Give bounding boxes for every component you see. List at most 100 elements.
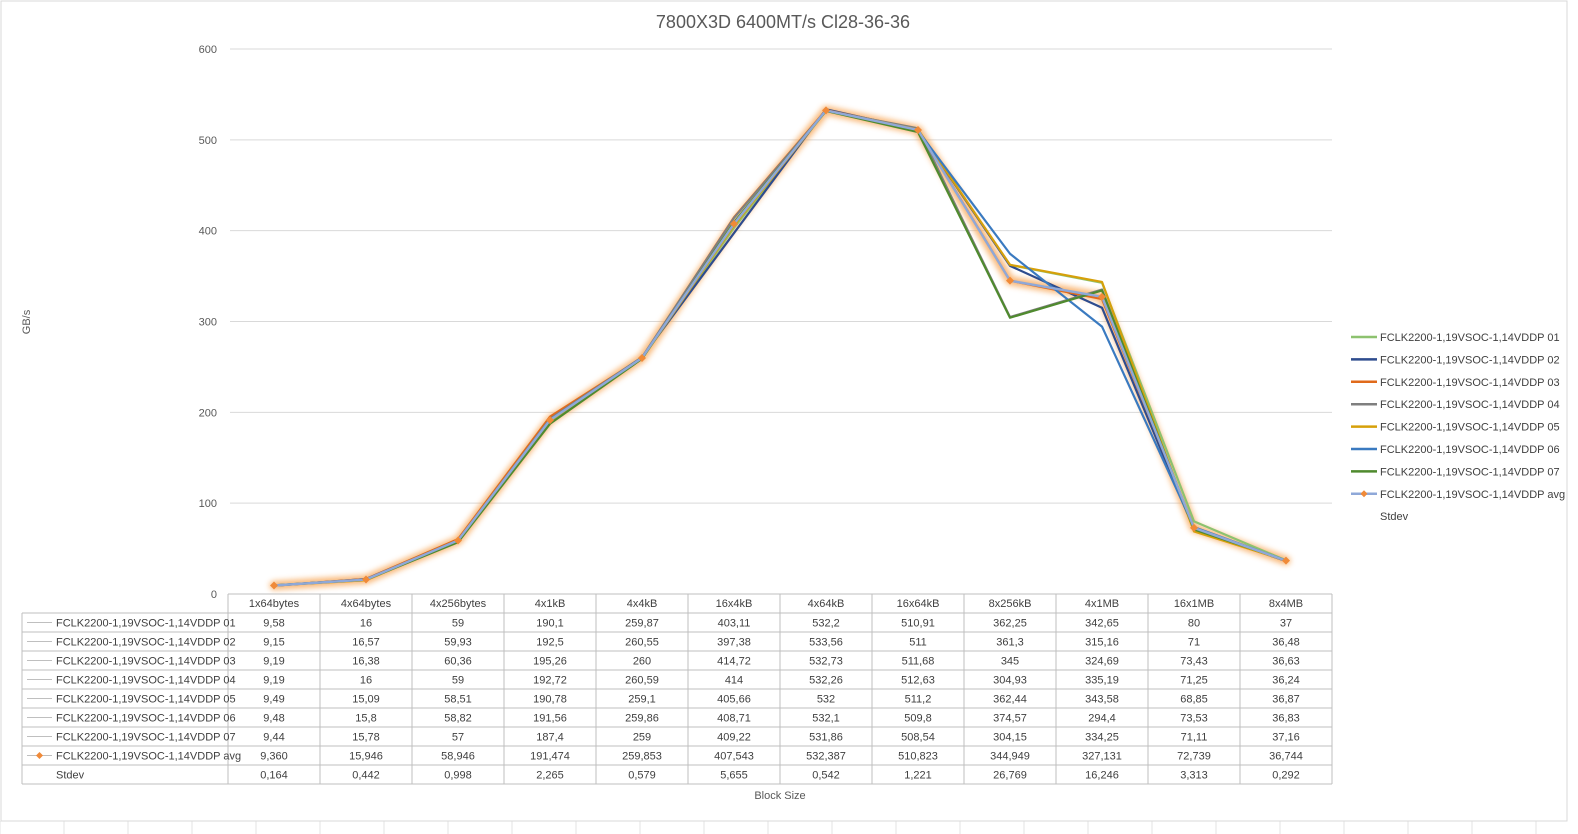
table-cell: 16,57 (352, 637, 380, 649)
table-cell: 57 (452, 732, 464, 744)
table-cell: 334,25 (1085, 732, 1119, 744)
legend: FCLK2200-1,19VSOC-1,14VDDP 01 FCLK2200-1,… (1351, 332, 1565, 523)
table-cell: 361,3 (996, 637, 1024, 649)
table-cell: 532,73 (809, 656, 843, 668)
table-cell: 36,87 (1272, 694, 1300, 706)
table-cell: 71 (1188, 637, 1200, 649)
data-table: 1x64bytes 4x64bytes 4x256bytes 4x1kB 4x4kB 16… (21, 593, 1333, 785)
table-cell: 26,769 (993, 770, 1027, 782)
table-cell: 15,946 (349, 751, 383, 763)
table-cell: 59,93 (444, 637, 472, 649)
table-series-name: FCLK2200-1,19VSOC-1,14VDDP 01 (56, 618, 236, 630)
table-cell: 304,15 (993, 732, 1027, 744)
table-cell: 512,63 (901, 675, 935, 687)
table-cell: 414 (725, 675, 743, 687)
table-cell: 9,15 (263, 637, 284, 649)
table-cell: 532,387 (806, 751, 846, 763)
y-tick-label: 100 (199, 498, 217, 510)
table-cell: 190,1 (536, 618, 564, 630)
table-cell: 342,65 (1085, 618, 1119, 630)
table-cell: 71,11 (1181, 732, 1208, 744)
x-category-label: 4x1kB (535, 598, 566, 610)
legend-marker (1360, 490, 1368, 498)
table-cell: 36,63 (1272, 656, 1300, 668)
chart-area (0, 0, 1568, 822)
legend-entry: FCLK2200-1,19VSOC-1,14VDDP 05 (1380, 422, 1560, 434)
table-cell: 344,949 (990, 751, 1030, 763)
table-cell: 192,5 (536, 637, 564, 649)
table-cell: 374,57 (993, 713, 1027, 725)
table-cell: 403,11 (718, 618, 751, 630)
table-cell: 259,86 (625, 713, 659, 725)
x-category-label: 4x256bytes (430, 598, 487, 610)
table-cell: 191,474 (530, 751, 570, 763)
table-cell: 0,579 (628, 770, 656, 782)
y-tick-label: 500 (199, 135, 217, 147)
y-tick-label: 200 (199, 407, 217, 419)
table-cell: 407,543 (714, 751, 754, 763)
table-cell: 16,38 (352, 656, 380, 668)
data-point (454, 536, 462, 545)
x-category-label: 4x64kB (808, 598, 845, 610)
table-cell: 9,48 (263, 713, 284, 725)
table-cell: 0,998 (444, 770, 472, 782)
x-category-label: 4x64bytes (341, 598, 392, 610)
x-category-label: 4x1MB (1085, 598, 1119, 610)
table-cell: 71,25 (1180, 675, 1208, 687)
table-series-name: FCLK2200-1,19VSOC-1,14VDDP 02 (56, 637, 236, 649)
y-tick-label: 0 (211, 589, 217, 601)
table-cell: 315,16 (1085, 637, 1119, 649)
data-point (362, 575, 370, 584)
table-cell: 532 (817, 694, 835, 706)
table-cell: 3,313 (1180, 770, 1208, 782)
y-axis-label: GB/s (21, 309, 33, 334)
table-cell: 0,292 (1272, 770, 1300, 782)
table-series-name: FCLK2200-1,19VSOC-1,14VDDP 04 (56, 675, 236, 687)
data-point (1006, 276, 1014, 285)
table-series-name: FCLK2200-1,19VSOC-1,14VDDP avg (56, 751, 241, 763)
table-series-name: FCLK2200-1,19VSOC-1,14VDDP 05 (56, 694, 236, 706)
legend-entry: FCLK2200-1,19VSOC-1,14VDDP 03 (1380, 377, 1560, 389)
legend-entry: FCLK2200-1,19VSOC-1,14VDDP 02 (1380, 354, 1560, 366)
table-cell: 36,24 (1272, 675, 1300, 687)
legend-entry: FCLK2200-1,19VSOC-1,14VDDP 01 (1380, 332, 1560, 344)
table-cell: 259,853 (622, 751, 662, 763)
x-category-label: 4x4kB (627, 598, 658, 610)
x-category-label: 1x64bytes (249, 598, 300, 610)
data-point (1098, 292, 1106, 301)
table-cell: 195,26 (533, 656, 567, 668)
x-category-label: 16x64kB (897, 598, 940, 610)
legend-entry: Stdev (1380, 511, 1409, 523)
table-cell: 260,55 (625, 637, 659, 649)
x-axis-label: Block Size (754, 790, 805, 802)
table-cell: 187,4 (536, 732, 564, 744)
data-point (730, 219, 738, 228)
table-cell: 58,82 (444, 713, 472, 725)
table-cell: 304,93 (993, 675, 1027, 687)
data-point (270, 581, 278, 590)
table-cell: 36,744 (1269, 751, 1303, 763)
table-cell: 190,78 (533, 694, 567, 706)
table-cell: 260,59 (625, 675, 659, 687)
table-cell: 73,53 (1180, 713, 1208, 725)
series-line-avg (273, 109, 1287, 587)
x-category-label: 16x4kB (716, 598, 753, 610)
table-cell: 414,72 (717, 656, 751, 668)
table-series-name: FCLK2200-1,19VSOC-1,14VDDP 06 (56, 713, 236, 725)
table-cell: 0,442 (352, 770, 380, 782)
table-cell: 36,48 (1272, 637, 1300, 649)
table-cell: 9,19 (263, 656, 284, 668)
table-cell: 408,71 (717, 713, 751, 725)
table-cell: 508,54 (901, 732, 935, 744)
x-category-label: 8x4MB (1269, 598, 1303, 610)
table-cell: 260 (633, 656, 651, 668)
data-point (914, 126, 922, 135)
table-series-name: FCLK2200-1,19VSOC-1,14VDDP 03 (56, 656, 236, 668)
table-cell: 531,86 (809, 732, 843, 744)
table-cell: 58,51 (444, 694, 472, 706)
table-cell: 324,69 (1085, 656, 1119, 668)
table-cell: 405,66 (717, 694, 751, 706)
y-tick-label: 400 (199, 226, 217, 238)
table-cell: 73,43 (1180, 656, 1208, 668)
spreadsheet-gridlines (0, 821, 1537, 834)
